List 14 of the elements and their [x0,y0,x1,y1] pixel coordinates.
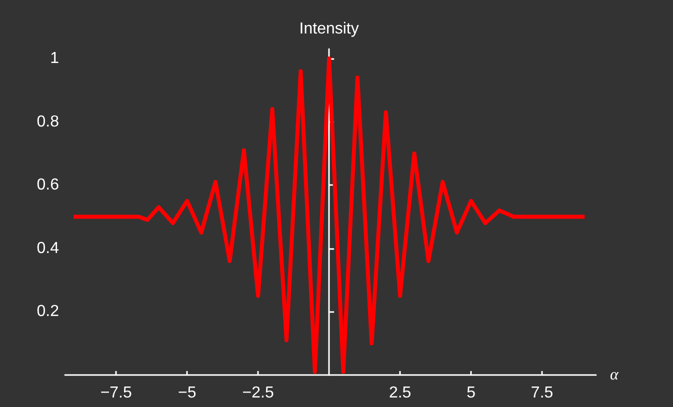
y-tick-label: 0.4 [36,240,60,257]
x-tick-label: −5 [178,384,196,402]
line-series [72,56,587,374]
x-tick-label: −7.5 [100,384,132,402]
y-tick-label: 1 [50,50,60,67]
y-tick-label: 0.6 [36,176,60,194]
y-tick-label: 0.2 [36,303,60,320]
y-tick-label: 0.8 [36,113,60,130]
x-tick-label: 2.5 [388,384,412,402]
x-axis-title: α [610,366,619,384]
x-tick-label: −2.5 [242,384,274,402]
x-tick-label: 7.5 [530,384,554,402]
y-axis-title: Intensity [299,20,359,38]
x-tick-label: 5 [466,384,476,402]
